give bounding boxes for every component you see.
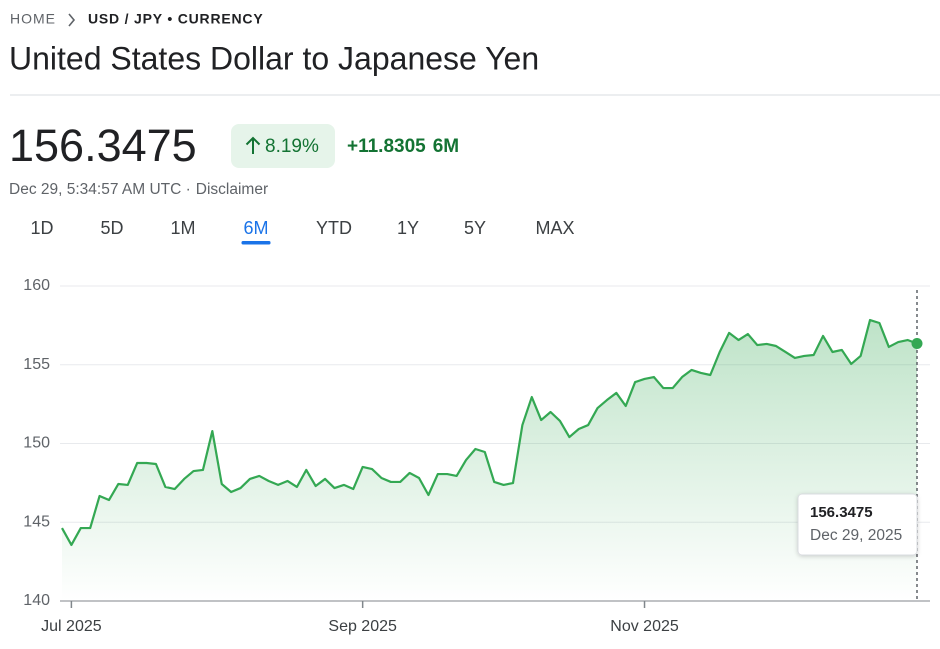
range-tab[interactable]: 6M [243,218,268,238]
range-tab[interactable]: MAX [535,218,574,238]
y-tick-label: 155 [23,356,50,373]
range-tab[interactable]: YTD [316,218,352,238]
range-tabs: 1D 5D 1M 6M YTD 1Y 5Y MAX [30,218,575,245]
up-arrow [245,136,261,154]
change-badge [231,124,335,168]
price-line [61,318,918,547]
chart: 140 145 150 155 160 Jul 2025 Sep 2025 Nov 2025 1… [23,277,930,635]
y-tick-label: 145 [23,513,50,530]
range-tab[interactable]: 5D [100,218,123,238]
area-fill [62,320,917,601]
page-title: United States Dollar to Japanese Yen [9,40,539,76]
tooltip-box [797,493,918,556]
change-percent: 8.19% [265,136,319,157]
y-tick-label: 160 [23,277,50,294]
change-row: +11.8305 6M [347,136,459,157]
change-period: 6M [433,136,459,157]
y-tick-label: 150 [23,435,50,452]
range-tab[interactable]: 1D [30,218,53,238]
timestamp-row: Dec 29, 5:34:57 AM UTC · Disclaimer [9,181,268,198]
y-tick-label: 140 [23,592,50,609]
tooltip-value: 156.3475 [810,504,873,521]
range-tab[interactable]: 5Y [464,218,486,238]
x-tick-label: Nov 2025 [610,618,679,635]
disclaimer-link[interactable]: Disclaimer [196,181,268,198]
range-tab[interactable]: 1M [170,218,195,238]
breadcrumb-home[interactable]: HOME [10,11,56,27]
price: 156.3475 [9,120,197,171]
tooltip-date: Dec 29, 2025 [810,527,902,544]
timestamp: Dec 29, 5:34:57 AM UTC · [9,181,191,198]
tab-underline [241,241,271,245]
breadcrumb-current: USD / JPY • CURRENCY [88,11,263,27]
last-point [911,338,923,350]
breadcrumb-chevron [68,13,76,27]
x-tick-label: Sep 2025 [328,618,397,635]
change-value: +11.8305 [347,136,426,157]
x-tick-label: Jul 2025 [41,618,102,635]
range-tab[interactable]: 1Y [397,218,419,238]
